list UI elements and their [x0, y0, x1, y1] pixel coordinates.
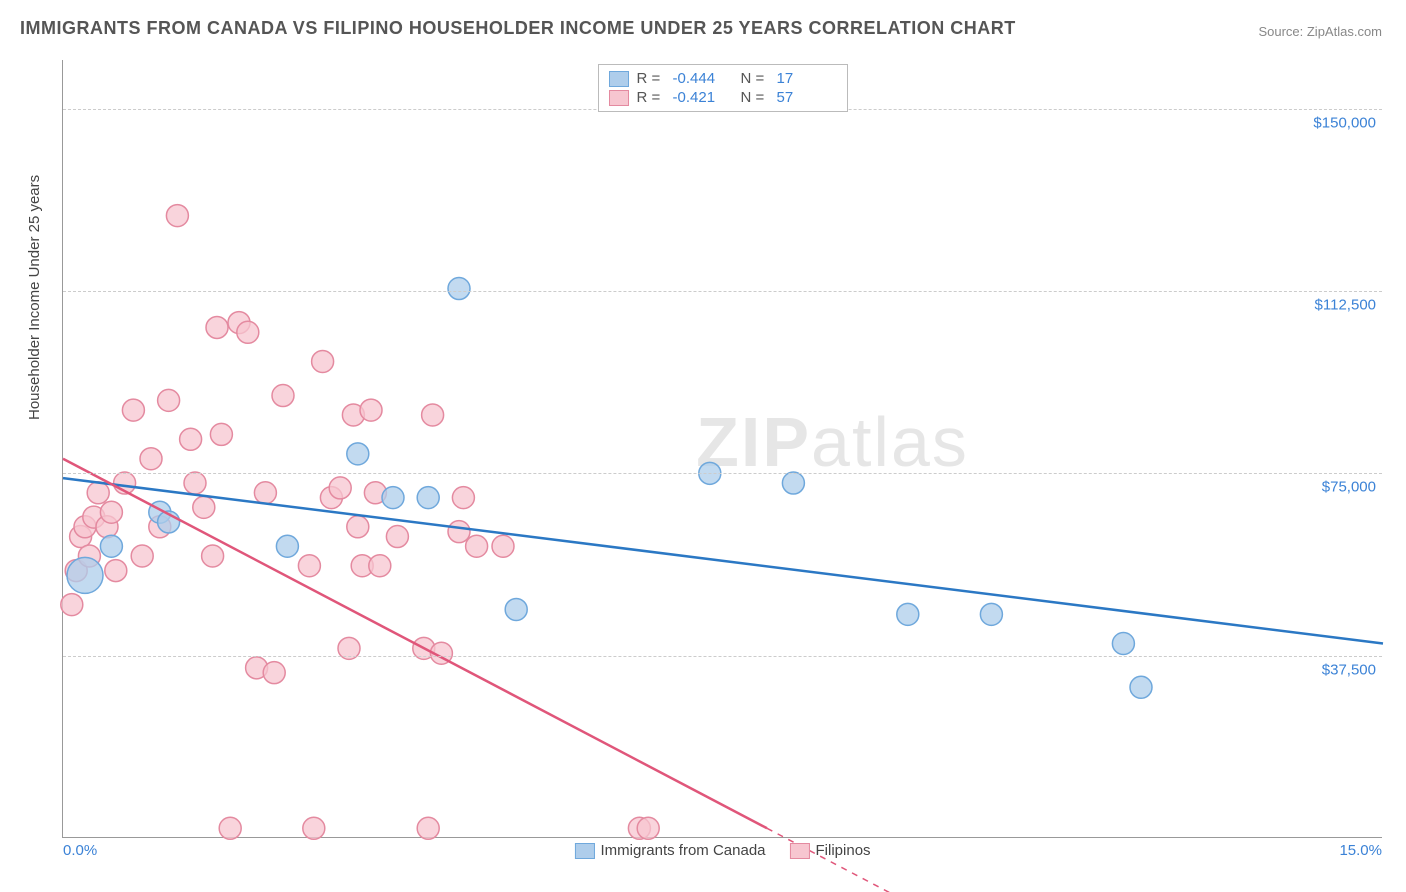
data-point [360, 399, 382, 421]
n-label: N = [741, 89, 769, 106]
data-point [386, 526, 408, 548]
source-attribution: Source: ZipAtlas.com [1258, 24, 1382, 39]
data-point [184, 472, 206, 494]
data-point [422, 404, 444, 426]
data-point [637, 817, 659, 839]
data-point [466, 535, 488, 557]
data-point [105, 560, 127, 582]
data-point [276, 535, 298, 557]
data-point [237, 321, 259, 343]
data-point [382, 487, 404, 509]
series-legend: Immigrants from Canada Filipinos [574, 842, 870, 859]
n-value-canada: 17 [777, 70, 837, 87]
swatch-canada [609, 71, 629, 87]
data-point [210, 423, 232, 445]
data-point [347, 516, 369, 538]
data-point [505, 598, 527, 620]
data-point [417, 817, 439, 839]
x-tick-max: 15.0% [1339, 842, 1382, 859]
data-point [897, 603, 919, 625]
swatch-filipinos [609, 90, 629, 106]
data-point [122, 399, 144, 421]
trend-line-dashed [767, 828, 1119, 892]
data-point [1112, 633, 1134, 655]
data-point [448, 521, 470, 543]
data-point [87, 482, 109, 504]
y-axis-title: Householder Income Under 25 years [26, 175, 43, 420]
data-point [312, 350, 334, 372]
data-point [193, 496, 215, 518]
y-tick-label: $75,000 [1322, 479, 1376, 496]
data-point [303, 817, 325, 839]
data-point [67, 557, 103, 593]
data-point [100, 535, 122, 557]
r-label: R = [637, 89, 665, 106]
data-point [140, 448, 162, 470]
data-point [369, 555, 391, 577]
n-value-filipinos: 57 [777, 89, 837, 106]
data-point [1130, 676, 1152, 698]
legend-label-filipinos: Filipinos [816, 842, 871, 859]
data-point [263, 662, 285, 684]
data-point [329, 477, 351, 499]
data-point [782, 472, 804, 494]
legend-item-canada: Immigrants from Canada [574, 842, 765, 859]
gridline [63, 656, 1382, 657]
data-point [158, 389, 180, 411]
stats-row-canada: R = -0.444 N = 17 [609, 69, 837, 88]
r-label: R = [637, 70, 665, 87]
data-point [980, 603, 1002, 625]
r-value-canada: -0.444 [673, 70, 733, 87]
data-point [166, 205, 188, 227]
gridline [63, 473, 1382, 474]
stats-row-filipinos: R = -0.421 N = 57 [609, 88, 837, 107]
data-point [452, 487, 474, 509]
data-point [417, 487, 439, 509]
swatch-filipinos [790, 843, 810, 859]
y-tick-label: $37,500 [1322, 661, 1376, 678]
n-label: N = [741, 70, 769, 87]
stats-legend: R = -0.444 N = 17 R = -0.421 N = 57 [598, 64, 848, 112]
data-point [202, 545, 224, 567]
data-point [492, 535, 514, 557]
data-point [272, 385, 294, 407]
x-tick-min: 0.0% [63, 842, 97, 859]
data-point [61, 594, 83, 616]
swatch-canada [574, 843, 594, 859]
data-point [448, 278, 470, 300]
data-point [180, 428, 202, 450]
gridline [63, 291, 1382, 292]
y-tick-label: $112,500 [1315, 296, 1376, 313]
trend-line [63, 478, 1383, 643]
legend-label-canada: Immigrants from Canada [600, 842, 765, 859]
data-point [131, 545, 153, 567]
r-value-filipinos: -0.421 [673, 89, 733, 106]
plot-area: ZIPatlas R = -0.444 N = 17 R = -0.421 N … [62, 60, 1382, 838]
data-point [100, 501, 122, 523]
chart-title: IMMIGRANTS FROM CANADA VS FILIPINO HOUSE… [20, 18, 1016, 39]
data-point [347, 443, 369, 465]
data-point [206, 316, 228, 338]
data-point [298, 555, 320, 577]
legend-item-filipinos: Filipinos [790, 842, 871, 859]
trend-line [63, 459, 767, 829]
data-point [219, 817, 241, 839]
y-tick-label: $150,000 [1313, 114, 1376, 131]
data-point [254, 482, 276, 504]
chart-svg [63, 60, 1382, 837]
